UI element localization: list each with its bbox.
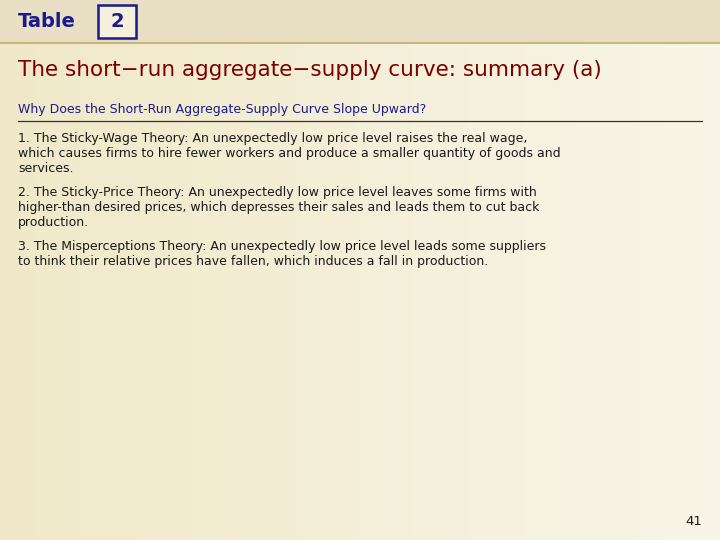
FancyBboxPatch shape (98, 5, 136, 38)
Text: 3. The Misperceptions Theory: An unexpectedly low price level leads some supplie: 3. The Misperceptions Theory: An unexpec… (18, 240, 546, 253)
Text: 1. The Sticky-Wage Theory: An unexpectedly low price level raises the real wage,: 1. The Sticky-Wage Theory: An unexpected… (18, 132, 527, 145)
Text: 2. The Sticky-Price Theory: An unexpectedly low price level leaves some firms wi: 2. The Sticky-Price Theory: An unexpecte… (18, 186, 536, 199)
Text: which causes firms to hire fewer workers and produce a smaller quantity of goods: which causes firms to hire fewer workers… (18, 147, 561, 160)
Text: 2: 2 (110, 12, 124, 31)
Text: higher-than desired prices, which depresses their sales and leads them to cut ba: higher-than desired prices, which depres… (18, 201, 539, 214)
Text: to think their relative prices have fallen, which induces a fall in production.: to think their relative prices have fall… (18, 255, 488, 268)
Bar (0, 0, 720, 43)
Text: 41: 41 (685, 515, 702, 528)
Text: services.: services. (18, 162, 73, 175)
Text: production.: production. (18, 216, 89, 229)
Text: Table: Table (18, 12, 76, 31)
Text: Why Does the Short-Run Aggregate-Supply Curve Slope Upward?: Why Does the Short-Run Aggregate-Supply … (18, 104, 426, 117)
Text: The short−run aggregate−supply curve: summary (a): The short−run aggregate−supply curve: su… (18, 60, 602, 80)
